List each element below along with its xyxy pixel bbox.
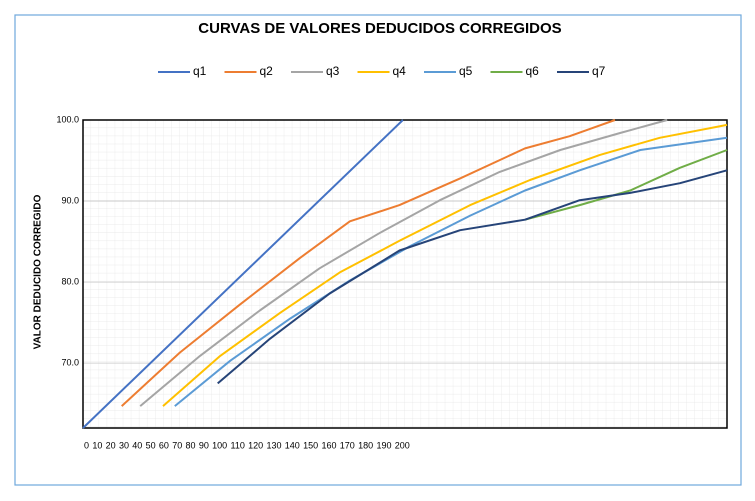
- plot-border: [82, 119, 728, 429]
- x-tick-label: 60: [159, 440, 169, 450]
- y-tick-label: 80.0: [61, 276, 79, 286]
- x-tick-label: 50: [146, 440, 156, 450]
- y-tick-label: 70.0: [61, 358, 79, 368]
- x-tick-label: 130: [266, 440, 281, 450]
- y-axis-title: VALOR DEDUCIDO CORREGIDO: [33, 194, 44, 349]
- legend-label: q6: [526, 64, 540, 78]
- x-tick-label: 90: [199, 440, 209, 450]
- x-tick-label: 80: [186, 440, 196, 450]
- series-line: [121, 119, 616, 407]
- legend-label: q3: [326, 64, 340, 78]
- x-tick-label: 160: [321, 440, 336, 450]
- x-tick-label: 0: [84, 440, 89, 450]
- x-tick-label: 120: [248, 440, 263, 450]
- legend-label: q1: [193, 64, 207, 78]
- series-line: [162, 123, 728, 407]
- x-tick-label: 100: [212, 440, 227, 450]
- x-tick-label: 150: [303, 440, 318, 450]
- series-line: [217, 169, 728, 385]
- x-tick-label: 70: [172, 440, 182, 450]
- series-line: [139, 119, 668, 407]
- legend-label: q4: [393, 64, 407, 78]
- legend-label: q2: [260, 64, 274, 78]
- chart-title: CURVAS DE VALORES DEDUCIDOS CORREGIDOS: [198, 20, 561, 37]
- series-line: [174, 136, 728, 407]
- x-tick-label: 10: [92, 440, 102, 450]
- y-tick-label: 90.0: [61, 195, 79, 205]
- x-tick-label: 200: [395, 440, 410, 450]
- series-line: [82, 119, 404, 429]
- frame: [14, 14, 742, 486]
- x-tick-label: 30: [119, 440, 129, 450]
- x-tick-label: 140: [285, 440, 300, 450]
- x-tick-label: 180: [358, 440, 373, 450]
- x-tick-label: 110: [230, 440, 244, 450]
- y-tick-label: 100.0: [56, 114, 79, 124]
- minor-grid: [83, 120, 727, 428]
- legend-label: q7: [592, 64, 606, 78]
- x-tick-label: 40: [132, 440, 142, 450]
- x-tick-label: 20: [106, 440, 116, 450]
- x-tick-label: 170: [340, 440, 355, 450]
- legend-label: q5: [459, 64, 473, 78]
- series-line: [524, 149, 728, 221]
- x-tick-label: 190: [376, 440, 391, 450]
